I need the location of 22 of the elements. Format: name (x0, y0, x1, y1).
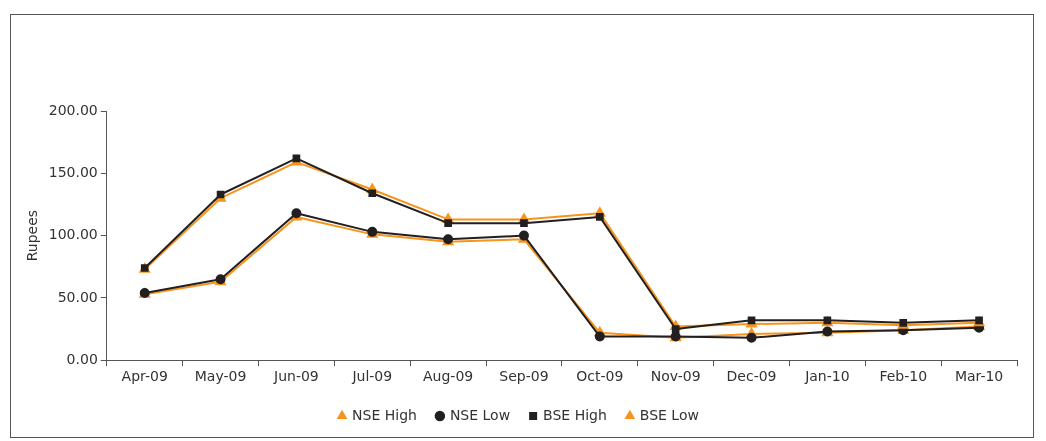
x-tick-label: Jul-09 (351, 368, 393, 385)
y-tick-label: 150.00 (48, 163, 98, 180)
x-tick-label: Sep-09 (499, 368, 549, 385)
x-tick-label: Oct-09 (576, 368, 624, 385)
legend-label: NSE High (352, 406, 417, 423)
y-tick-label: 50.00 (57, 288, 98, 305)
y-tick-label: 200.00 (48, 101, 98, 118)
x-tick-label: May-09 (194, 368, 247, 385)
x-tick-label: Aug-09 (423, 368, 474, 385)
x-tick-label: Jun-09 (273, 368, 319, 385)
x-tick-label: Feb-10 (879, 368, 928, 385)
x-tick-label: Dec-09 (726, 368, 777, 385)
legend-label: BSE High (543, 406, 607, 423)
legend-label: NSE Low (449, 406, 511, 423)
x-tick-label: Jan-10 (804, 368, 850, 385)
x-tick-label: Apr-09 (121, 368, 168, 385)
y-axis-title: Rupees (24, 209, 41, 262)
x-tick-label: Nov-09 (650, 368, 701, 385)
x-tick-label: Mar-10 (954, 368, 1004, 385)
y-tick-label: 0.00 (66, 350, 98, 367)
legend-label: BSE Low (639, 406, 699, 423)
y-tick-label: 100.00 (48, 226, 98, 243)
